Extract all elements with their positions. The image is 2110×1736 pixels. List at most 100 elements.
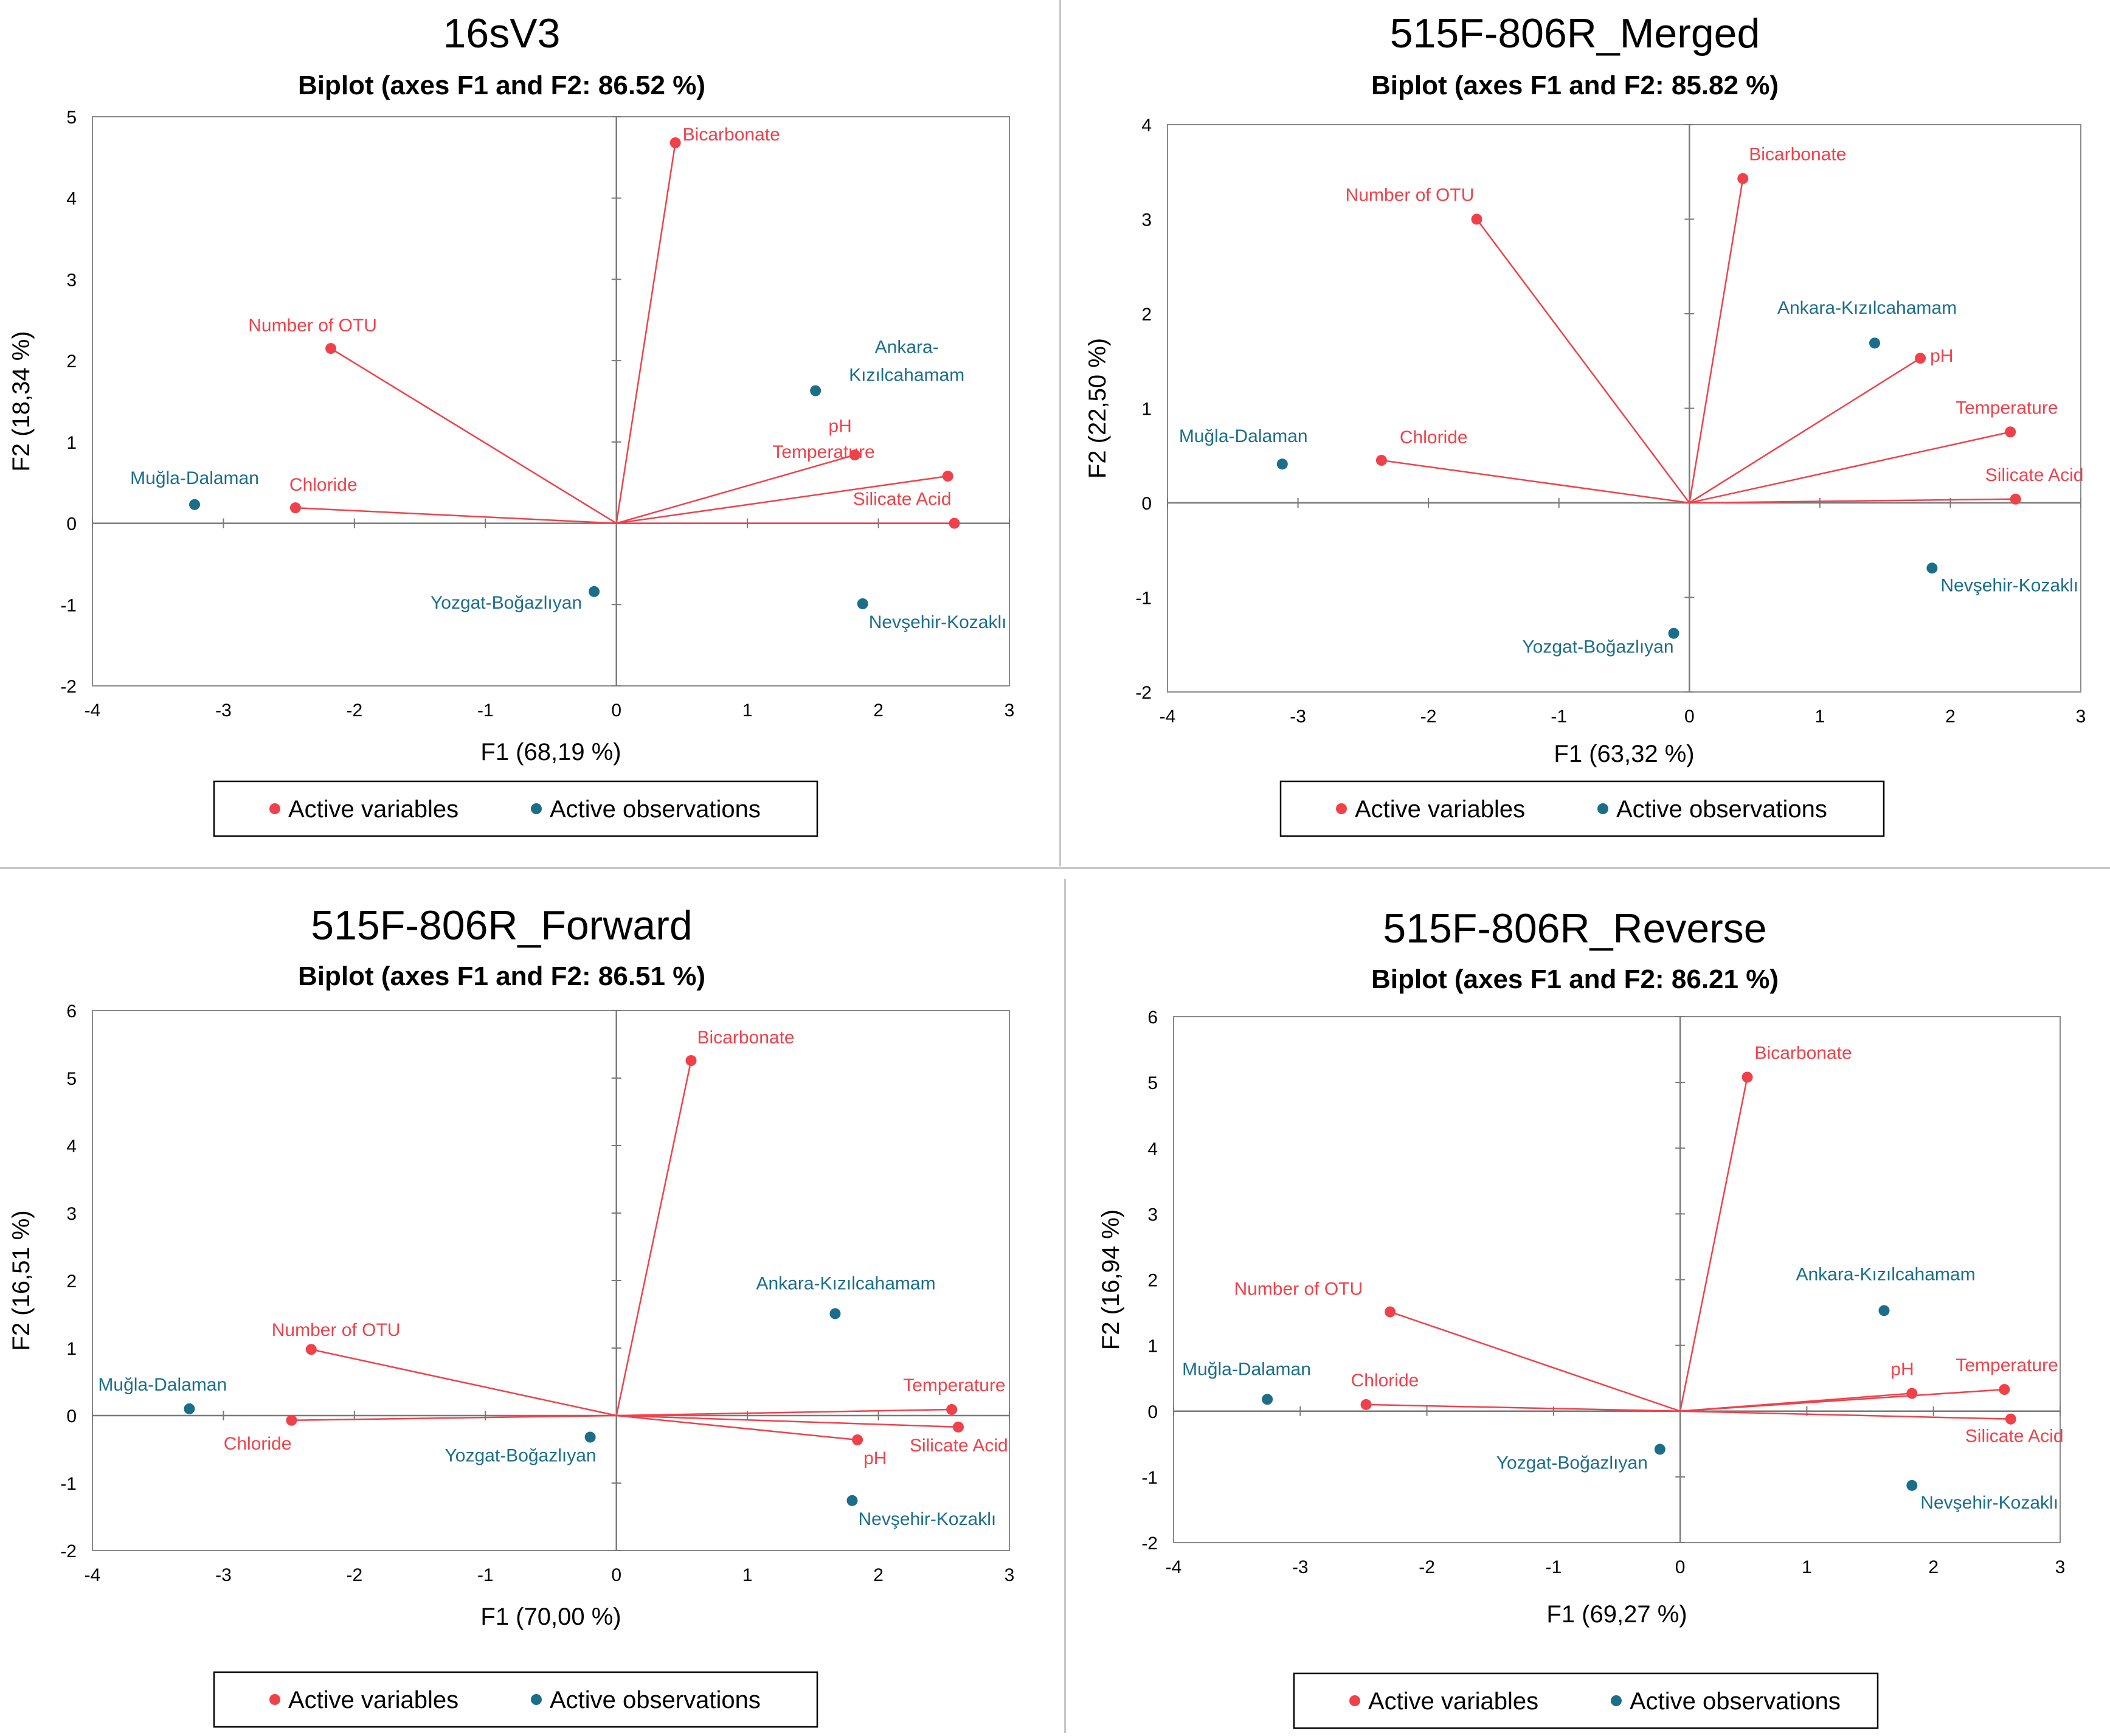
variable-point-silicate-acid xyxy=(2010,493,2021,505)
variable-point-chloride xyxy=(289,502,301,514)
variable-label-number-of-otu: Number of OTU xyxy=(272,1320,401,1340)
variable-point-number-of-otu xyxy=(325,343,337,354)
y-tick-label: 3 xyxy=(66,270,77,290)
x-tick-label: -2 xyxy=(347,1565,363,1585)
observation-point-mug-la-dalaman xyxy=(1262,1394,1273,1405)
observation-point-ankara-k-z-lcahamam xyxy=(829,1308,841,1319)
x-tick-label: 3 xyxy=(1005,700,1015,721)
variable-label-silicate-acid: Silicate Acid xyxy=(910,1436,1008,1456)
legend-variable-label: Active variables xyxy=(288,1687,458,1714)
y-tick-label: 5 xyxy=(66,1069,77,1089)
vector-temperature xyxy=(1689,431,2011,504)
panel-divider-vertical-top xyxy=(1059,0,1061,866)
observation-label-nevs-ehir-kozakl-: Nevşehir-Kozaklı xyxy=(1920,1493,2058,1513)
x-tick-label: 0 xyxy=(611,1565,621,1585)
variable-point-number-of-otu xyxy=(305,1344,317,1355)
vector-temperature xyxy=(616,1408,952,1417)
plot-frame xyxy=(1167,124,2081,693)
legend-box xyxy=(1279,780,1885,837)
x-tick-label: -1 xyxy=(1546,1557,1562,1577)
y-tick-label: 0 xyxy=(1147,1402,1158,1422)
observation-label-ankara-k-z-lcahamam: Ankara-Kızılcahamam xyxy=(1796,1264,1975,1284)
variable-label-number-of-otu: Number of OTU xyxy=(248,316,377,336)
x-tick-label: 2 xyxy=(873,1565,884,1585)
observation-label-yozgat-bog-azl-yan: Yozgat-Boğazlıyan xyxy=(1496,1453,1648,1473)
observation-point-ankara-k-z-lcahamam xyxy=(1878,1305,1890,1316)
variable-point-number-of-otu xyxy=(1471,213,1482,225)
observation-label-mug-la-dalaman: Muğla-Dalaman xyxy=(130,468,259,488)
y-tick-label: -2 xyxy=(60,677,77,697)
variable-label-chloride: Chloride xyxy=(224,1434,292,1454)
y-tick-label: -1 xyxy=(1141,1468,1158,1488)
legend-variable-marker xyxy=(269,1694,280,1705)
legend-observation-label: Active observations xyxy=(1630,1688,1841,1715)
chart-subtitle: Biplot (axes F1 and F2: 85.82 %) xyxy=(1371,71,1779,100)
variable-label-silicate-acid: Silicate Acid xyxy=(853,489,952,510)
vector-bicarbonate xyxy=(1679,1077,1748,1411)
y-tick-label: -2 xyxy=(1141,1534,1158,1554)
x-tick-label: -3 xyxy=(215,700,232,721)
variable-point-silicate-acid xyxy=(952,1421,964,1433)
chart-title: 16sV3 xyxy=(443,10,561,57)
variable-label-ph: pH xyxy=(863,1448,887,1468)
observation-point-nevs-ehir-kozakl- xyxy=(846,1495,858,1506)
variable-label-ph: pH xyxy=(828,416,851,436)
observation-label-ankara-k-z-lcahamam: Ankara- xyxy=(875,337,939,358)
observation-point-ankara-k-z-lcahamam xyxy=(1869,337,1880,349)
y-tick-label: 3 xyxy=(1141,210,1152,230)
plot-frame xyxy=(1173,1016,2061,1543)
y-tick-label: 2 xyxy=(66,1271,77,1292)
vector-number-of-otu xyxy=(1476,218,1690,503)
x-tick-label: -3 xyxy=(1292,1557,1309,1577)
chart-panel-4: 515F-806R_Reverse Biplot (axes F1 and F2:… xyxy=(1098,905,2066,1729)
observation-point-mug-la-dalaman xyxy=(1276,458,1288,470)
vector-chloride xyxy=(1366,1403,1681,1412)
variable-point-bicarbonate xyxy=(1737,173,1749,184)
x-tick-label: 3 xyxy=(1005,1565,1015,1585)
y-tick-label: 0 xyxy=(66,1406,77,1426)
vector-temperature xyxy=(1680,1388,2005,1412)
x-tick-label: -3 xyxy=(1290,707,1306,727)
legend-observation-label: Active observations xyxy=(550,796,761,823)
y-axis-label: F2 (18,34 %) xyxy=(8,331,35,471)
variable-label-temperature: Temperature xyxy=(1956,398,2058,418)
x-tick-label: 3 xyxy=(2055,1557,2066,1577)
x-axis-label: F1 (70,00 %) xyxy=(480,1603,621,1630)
variable-label-chloride: Chloride xyxy=(1351,1371,1419,1391)
variable-label-bicarbonate: Bicarbonate xyxy=(683,125,780,145)
variable-point-chloride xyxy=(1375,455,1387,466)
variable-point-number-of-otu xyxy=(1385,1306,1396,1318)
y-tick-label: 1 xyxy=(66,1339,77,1359)
x-tick-label: -2 xyxy=(347,700,363,721)
legend-box xyxy=(213,1671,818,1728)
variable-label-number-of-otu: Number of OTU xyxy=(1234,1279,1363,1299)
variable-label-bicarbonate: Bicarbonate xyxy=(1749,145,1846,165)
x-tick-label: -4 xyxy=(85,700,101,721)
variable-label-temperature: Temperature xyxy=(903,1375,1005,1395)
x-tick-label: -4 xyxy=(1160,707,1176,727)
chart-panel-2: 515F-806R_Merged Biplot (axes F1 and F2: … xyxy=(1084,10,2086,837)
variable-point-silicate-acid xyxy=(2005,1413,2016,1425)
observation-label-yozgat-bog-azl-yan: Yozgat-Boğazlıyan xyxy=(1522,637,1673,657)
variable-label-silicate-acid: Silicate Acid xyxy=(1985,465,2084,485)
chart-subtitle: Biplot (axes F1 and F2: 86.21 %) xyxy=(1371,964,1779,994)
x-tick-label: 0 xyxy=(1675,1557,1686,1577)
y-tick-label: -1 xyxy=(1135,589,1152,609)
observation-point-nevs-ehir-kozakl- xyxy=(1926,562,1938,574)
panel-divider-vertical-bottom xyxy=(1064,879,1066,1733)
observation-label-mug-la-dalaman: Muğla-Dalaman xyxy=(1182,1359,1311,1379)
y-tick-label: 4 xyxy=(1141,116,1152,136)
legend-variable-marker xyxy=(1336,803,1347,814)
vector-bicarbonate xyxy=(615,1060,692,1416)
observation-point-yozgat-bog-azl-yan xyxy=(584,1431,596,1443)
observation-label-mug-la-dalaman: Muğla-Dalaman xyxy=(1179,426,1308,446)
chart-panel-3: 515F-806R_Forward Biplot (axes F1 and F2:… xyxy=(8,902,1015,1728)
y-tick-label: -1 xyxy=(60,595,77,615)
y-tick-label: 3 xyxy=(66,1204,77,1224)
legend-variable-label: Active variables xyxy=(1355,796,1525,823)
legend-observation-marker xyxy=(1597,803,1608,814)
observation-point-yozgat-bog-azl-yan xyxy=(1654,1444,1666,1455)
observation-label-nevs-ehir-kozakl-: Nevşehir-Kozaklı xyxy=(1940,575,2078,595)
x-tick-label: -2 xyxy=(1419,1557,1435,1577)
